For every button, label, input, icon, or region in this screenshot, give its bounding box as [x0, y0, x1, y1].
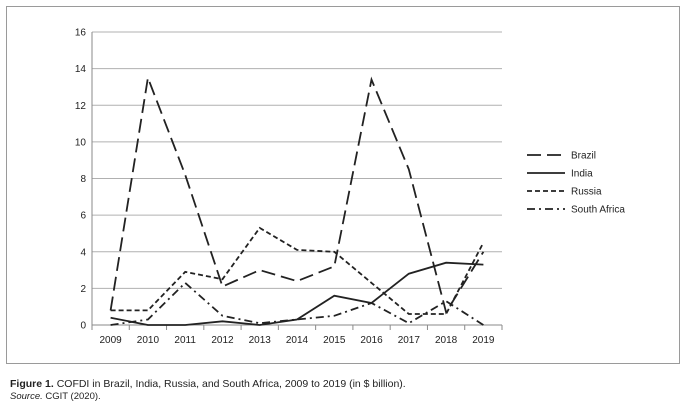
x-tick-label: 2012: [211, 335, 234, 346]
x-tick-label: 2018: [435, 335, 458, 346]
legend-label-russia: Russia: [571, 187, 602, 198]
legend-label-india: India: [571, 169, 593, 180]
source-label: Source.: [10, 391, 43, 402]
figure-source: Source. CGIT (2020).: [10, 391, 101, 402]
x-tick-label: 2015: [323, 335, 346, 346]
series-line-russia: [110, 226, 485, 315]
x-tick-label: 2010: [137, 335, 160, 346]
series-line-india: [110, 261, 484, 326]
x-tick-label: 2013: [249, 335, 272, 346]
x-tick-label: 2009: [100, 335, 123, 346]
y-tick-label: 16: [75, 28, 87, 39]
x-tick-label: 2016: [360, 335, 383, 346]
y-tick-label: 12: [75, 101, 87, 112]
figure-caption: Figure 1. COFDI in Brazil, India, Russia…: [10, 378, 680, 391]
y-tick-label: 8: [80, 174, 86, 185]
figure-caption-text: COFDI in Brazil, India, Russia, and Sout…: [56, 378, 406, 390]
x-tick-label: 2011: [174, 335, 196, 346]
y-tick-label: 14: [75, 64, 87, 75]
line-chart: 0 2 4 6 8 10 12 14 16 2009 2010 2011 2012 2013 2014 201…: [75, 28, 625, 347]
legend-label-south-africa: South Africa: [571, 205, 625, 216]
series-line-brazil: [109, 74, 485, 315]
figure-label: Figure 1.: [10, 378, 54, 390]
x-tick-label: 2017: [398, 335, 421, 346]
legend-label-brazil: Brazil: [571, 151, 596, 162]
y-tick-label: 4: [80, 247, 86, 258]
y-tick-label: 6: [80, 211, 86, 222]
y-tick-label: 10: [75, 137, 87, 148]
chart-frame: 0 2 4 6 8 10 12 14 16 2009 2010 2011 2012 2013 2014 201…: [6, 6, 680, 364]
y-tick-label: 2: [80, 284, 86, 295]
source-text: CGIT (2020).: [45, 391, 101, 402]
x-tick-label: 2019: [472, 335, 495, 346]
x-tick-label: 2014: [286, 335, 309, 346]
y-tick-label: 0: [80, 321, 86, 332]
series-line-south-africa: [110, 281, 484, 326]
